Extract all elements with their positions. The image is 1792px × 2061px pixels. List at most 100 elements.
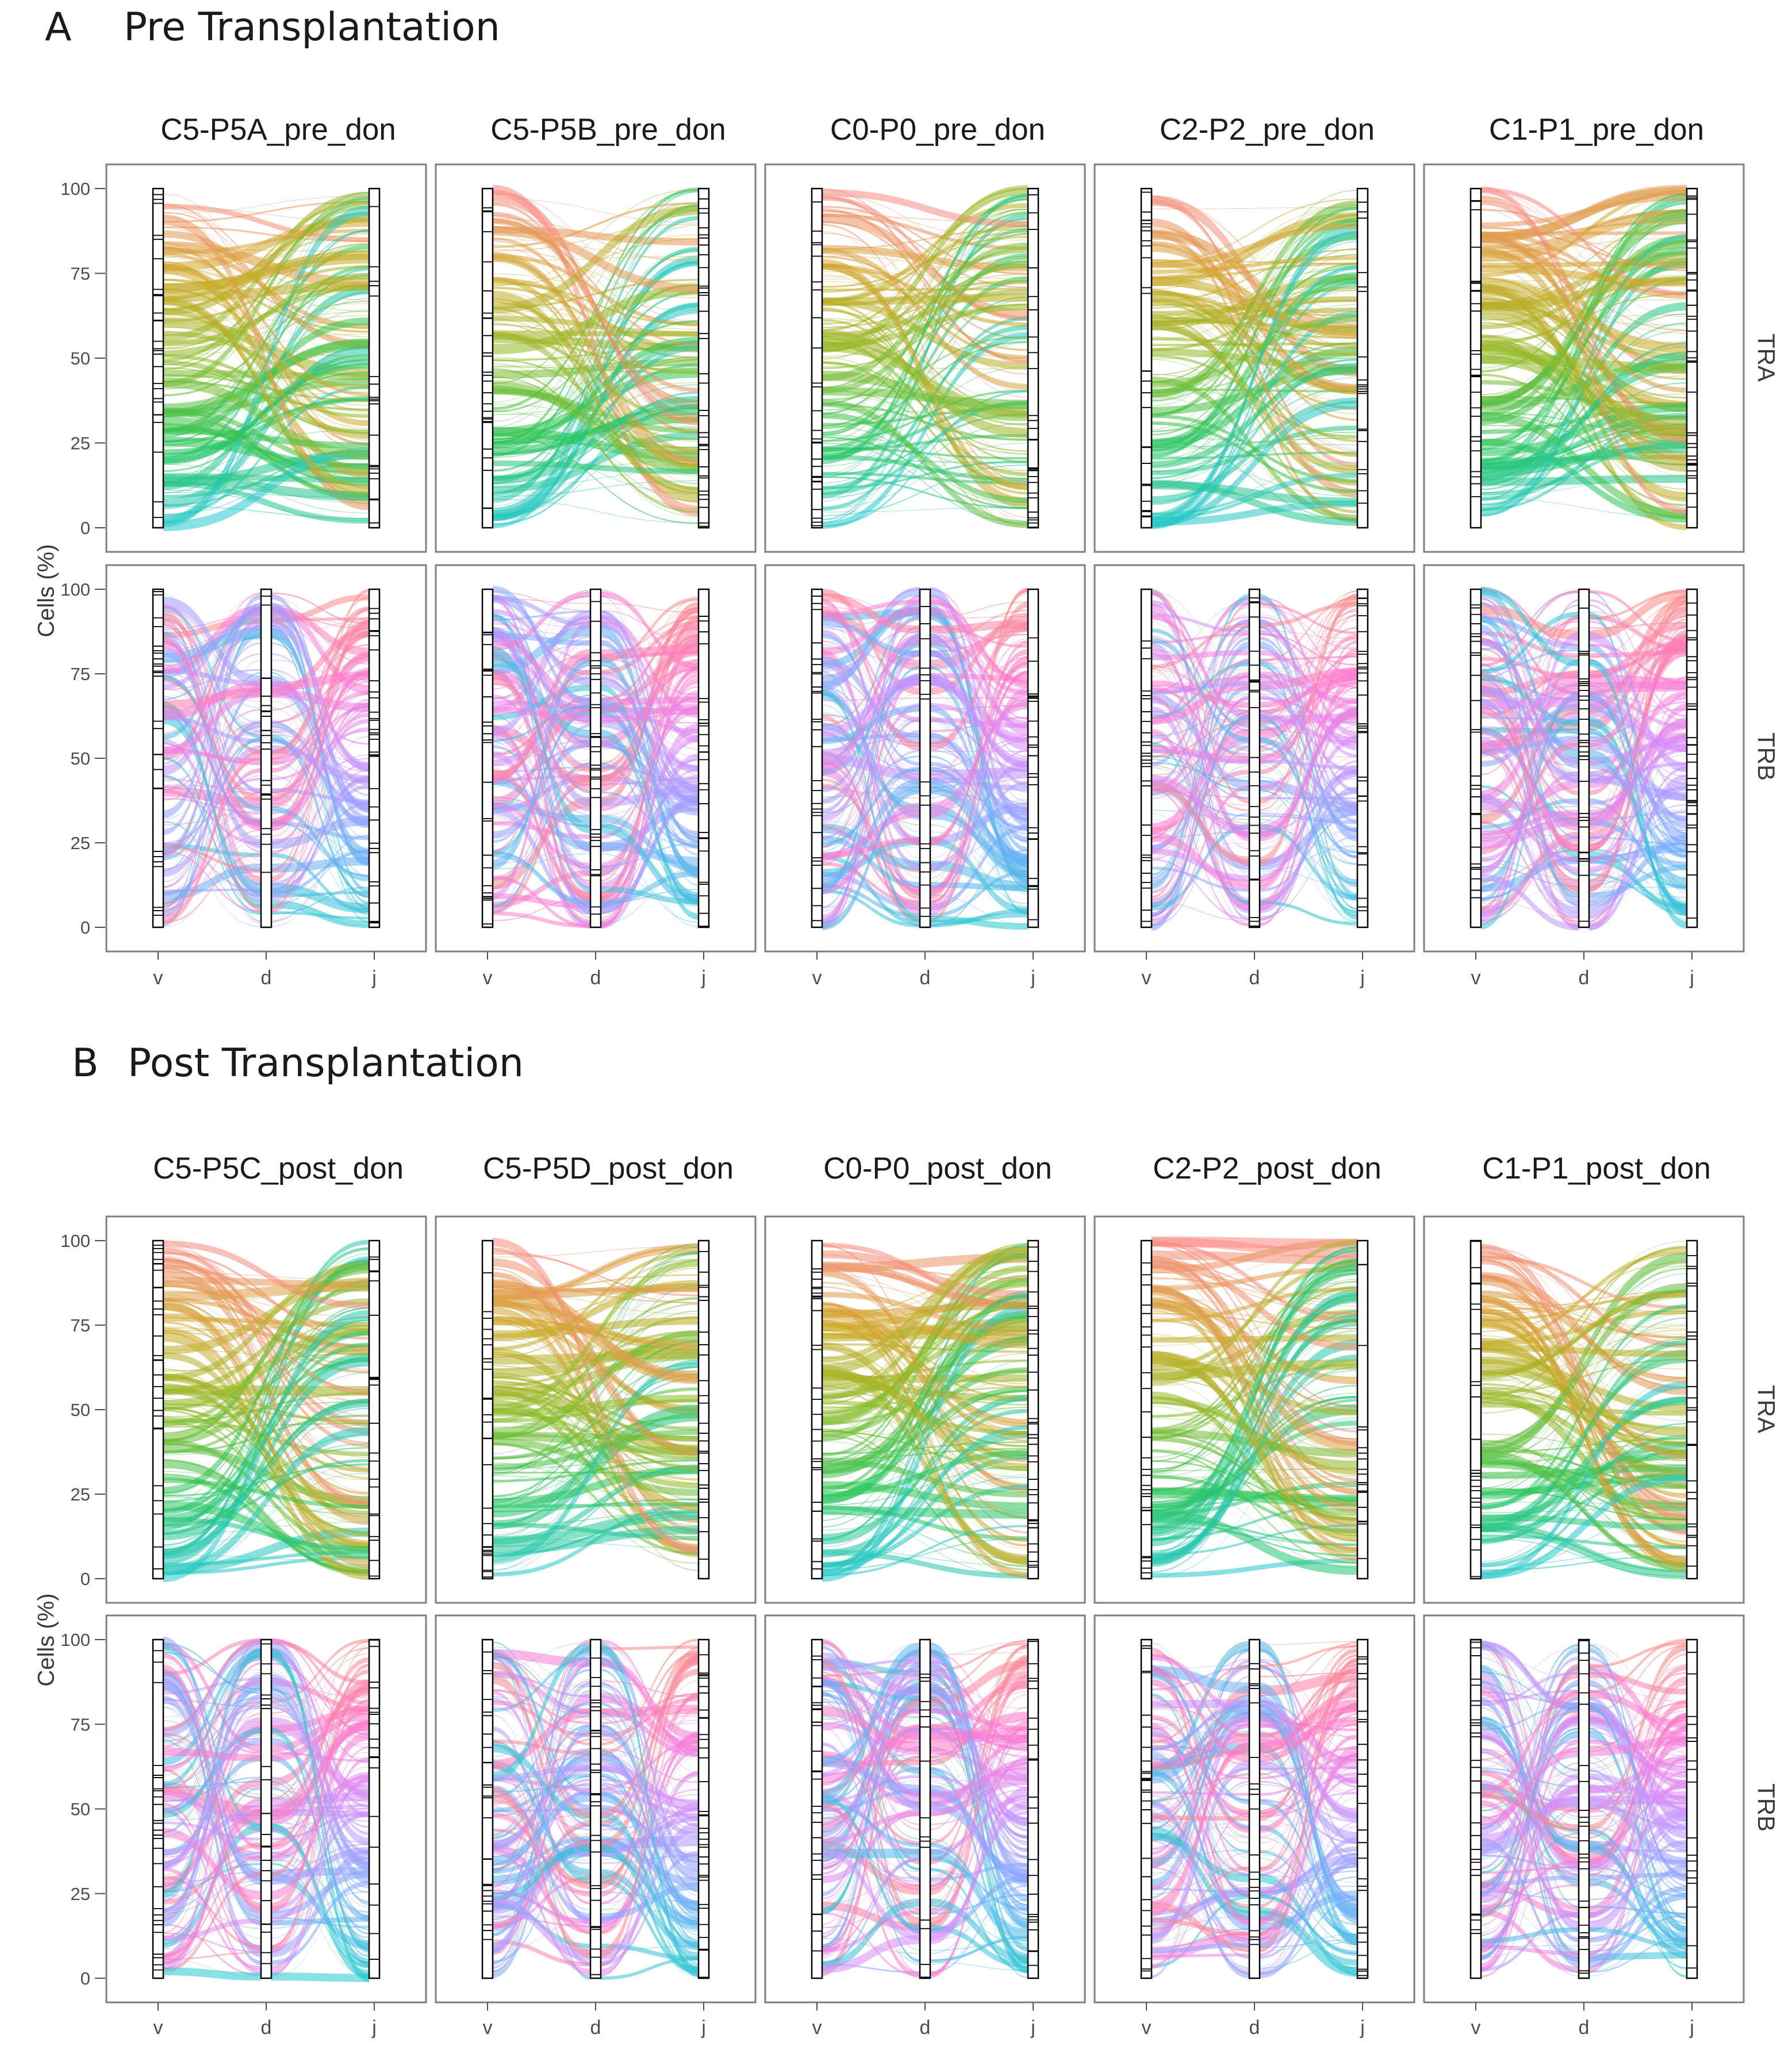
flow: [1152, 703, 1249, 760]
flow: [601, 1855, 699, 1926]
flow: [822, 1275, 1028, 1432]
strip-label-b-1: C5-P5D_post_don: [482, 1152, 734, 1185]
flow: [163, 726, 261, 882]
flow: [1481, 821, 1579, 922]
flow: [493, 367, 699, 437]
flow: [271, 630, 369, 826]
flow: [601, 1844, 699, 1905]
flow: [1152, 297, 1357, 471]
flow: [163, 1778, 261, 1886]
flow: [1152, 713, 1249, 924]
flow: [493, 768, 590, 907]
flow: [271, 1706, 369, 1828]
flow: [1260, 595, 1357, 723]
flow: [163, 1463, 369, 1572]
flow: [1481, 631, 1579, 658]
flow: [930, 769, 1028, 788]
flow: [1481, 1383, 1687, 1453]
flow: [271, 762, 369, 853]
flow: [1481, 1275, 1687, 1460]
flow: [1481, 402, 1687, 434]
flow: [271, 669, 369, 912]
flow: [271, 642, 369, 796]
flow: [1481, 1354, 1687, 1456]
flow: [163, 1664, 261, 1913]
flow: [493, 278, 699, 490]
flow: [493, 741, 590, 924]
flow: [493, 609, 590, 676]
flow: [493, 640, 590, 778]
flow: [1260, 682, 1357, 805]
flow: [1481, 659, 1579, 903]
flow: [163, 1728, 261, 1837]
flow: [1152, 279, 1357, 355]
flow: [1152, 308, 1357, 326]
flow: [1152, 312, 1357, 456]
flow: [1152, 603, 1249, 899]
flow: [1152, 767, 1249, 832]
flow: [493, 320, 699, 436]
flow: [1152, 285, 1357, 320]
flow: [930, 1691, 1028, 1859]
flow: [1260, 869, 1357, 887]
flow: [1481, 442, 1687, 496]
flow: [1481, 396, 1687, 425]
flow: [1152, 1330, 1357, 1560]
flow: [601, 1739, 699, 1888]
flow: [1481, 621, 1579, 872]
flow: [601, 667, 699, 750]
flow: [1589, 642, 1687, 852]
flow: [822, 625, 920, 849]
flow: [163, 1697, 261, 1742]
flow: [271, 1774, 369, 1880]
flow: [271, 730, 369, 789]
flow: [163, 1267, 369, 1471]
stratum-bar-j: [368, 588, 381, 928]
x-tick-label-v: v: [154, 2017, 163, 2039]
flow: [493, 1645, 590, 1953]
flow: [493, 304, 699, 329]
flow: [1260, 672, 1357, 765]
flow: [1152, 1334, 1357, 1367]
flow: [493, 382, 699, 415]
flow: [601, 602, 699, 613]
flow: [163, 423, 369, 497]
flow: [163, 1699, 261, 1791]
flow: [822, 1649, 920, 1809]
flow: [1152, 1305, 1357, 1329]
flow: [930, 601, 1028, 618]
flow: [493, 782, 590, 817]
flow: [493, 226, 699, 294]
flow: [601, 1712, 699, 1813]
flow: [493, 1472, 699, 1474]
flow: [930, 1702, 1028, 1930]
flow: [493, 307, 699, 494]
flow: [163, 1894, 261, 1929]
flow: [493, 596, 590, 794]
flow: [822, 1312, 1028, 1358]
flow: [493, 1732, 590, 1937]
flow: [822, 1811, 920, 1844]
flow: [822, 731, 920, 889]
flow: [493, 323, 699, 488]
flow: [822, 339, 1028, 480]
flow: [1152, 1277, 1357, 1314]
flow: [822, 1360, 1028, 1548]
flow: [601, 708, 699, 904]
flow: [1481, 375, 1687, 453]
flow: [1260, 667, 1357, 690]
flow: [1481, 627, 1579, 776]
flow: [163, 624, 261, 909]
flow: [822, 332, 1028, 529]
flow: [1152, 265, 1357, 340]
flow: [601, 708, 699, 757]
flow: [493, 190, 699, 425]
flow: [493, 620, 590, 735]
flow: [1152, 1260, 1357, 1473]
flow: [163, 244, 369, 382]
flow: [822, 759, 920, 826]
flow: [601, 1656, 699, 1958]
flow: [163, 676, 261, 802]
flow: [822, 1448, 1028, 1460]
flow: [930, 1784, 1028, 1886]
